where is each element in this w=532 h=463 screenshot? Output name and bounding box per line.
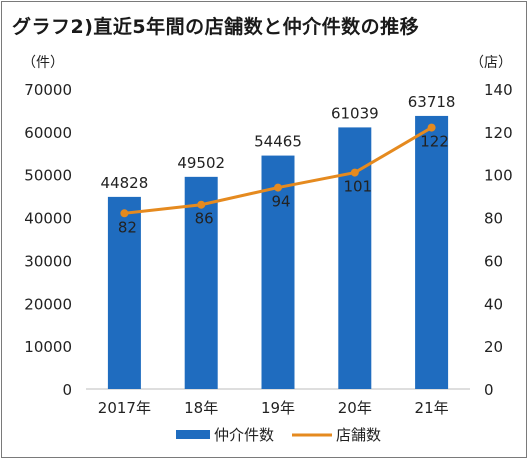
right-axis-tick-7: 140 [484,81,513,99]
legend-bar-label: 仲介件数 [214,426,274,444]
left-axis-unit: （件） [22,55,64,71]
line-point-4 [427,123,436,132]
bar-2 [261,155,295,389]
left-axis-tick-2: 20000 [24,295,72,313]
x-axis-tick-0: 2017年 [98,399,151,417]
left-axis-tick-1: 10000 [24,338,72,356]
x-axis-tick-1: 18年 [184,399,218,417]
bar-0 [107,196,141,389]
right-axis-tick-5: 100 [484,167,513,185]
line-point-0 [120,209,129,218]
x-axis-tick-3: 20年 [338,399,372,417]
bar-label-0: 44828 [101,174,149,192]
line-label-2: 94 [271,193,290,211]
line-label-4: 122 [420,133,449,151]
left-axis-tick-5: 50000 [24,167,72,185]
legend-line-label: 店舗数 [336,426,381,444]
bar-4 [415,115,449,390]
x-axis-tick-4: 21年 [415,399,449,417]
line-label-3: 101 [343,178,372,196]
bar-label-3: 61039 [331,104,379,122]
right-axis-tick-3: 60 [484,252,503,270]
bar-1 [184,176,218,389]
right-axis-tick-1: 20 [484,338,503,356]
right-axis-tick-2: 40 [484,295,503,313]
bar-label-4: 63718 [408,93,456,111]
chart-title: グラフ2)直近5年間の店舗数と仲介件数の推移 [12,16,420,38]
line-label-0: 82 [118,218,137,236]
right-axis-tick-6: 120 [484,124,513,142]
left-axis-tick-3: 30000 [24,252,72,270]
left-axis-tick-7: 70000 [24,81,72,99]
bar-label-1: 49502 [177,154,225,172]
right-axis-tick-4: 80 [484,210,503,228]
line-label-1: 86 [195,210,214,228]
bar-label-2: 54465 [254,133,302,151]
line-point-1 [197,200,206,209]
left-axis-tick-4: 40000 [24,210,72,228]
line-point-2 [274,183,282,192]
line-point-3 [350,168,359,177]
right-axis-unit: （店） [470,55,512,71]
left-axis-tick-6: 60000 [24,124,72,142]
left-axis-tick-0: 0 [62,381,72,399]
x-axis-tick-2: 19年 [261,399,295,417]
legend-bar-swatch [176,430,210,439]
right-axis-tick-0: 0 [484,381,494,399]
